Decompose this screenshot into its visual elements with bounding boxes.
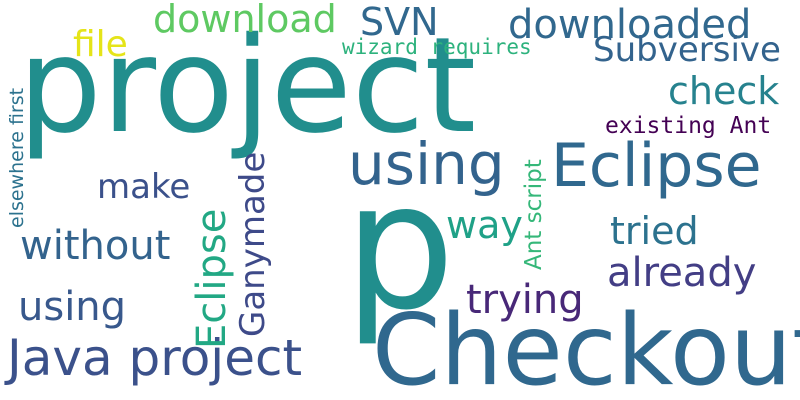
word-already: already	[607, 250, 757, 296]
word-download: download	[153, 0, 337, 41]
word-file: file	[73, 24, 128, 65]
word-downloaded: downloaded	[508, 2, 752, 48]
word-without: without	[20, 223, 171, 269]
word-check: check	[668, 69, 780, 113]
word-eclipse-vertical: Eclipse	[189, 208, 235, 349]
word-way: way	[446, 203, 523, 247]
word-project: project	[18, 9, 477, 163]
word-ganymade: Ganymade	[233, 151, 273, 337]
word-java-project: Java project	[7, 329, 303, 387]
word-trying: trying	[466, 277, 584, 323]
word-eclipse: Eclipse	[551, 131, 762, 201]
word-using: using	[348, 130, 505, 198]
word-tried: tried	[610, 209, 699, 253]
word-using-2: using	[18, 284, 127, 330]
word-subversive: Subversive	[593, 30, 781, 70]
word-checkout: Checkout	[372, 294, 800, 400]
word-svn: SVN	[360, 0, 439, 44]
word-p: p	[344, 146, 456, 349]
word-existing-ant: existing Ant	[605, 113, 772, 139]
word-ant-script: Ant script	[521, 159, 547, 270]
word-elsewhere-first: elsewhere first	[6, 87, 28, 228]
word-wizard-requires: wizard requires	[342, 35, 532, 59]
word-make: make	[97, 167, 191, 207]
